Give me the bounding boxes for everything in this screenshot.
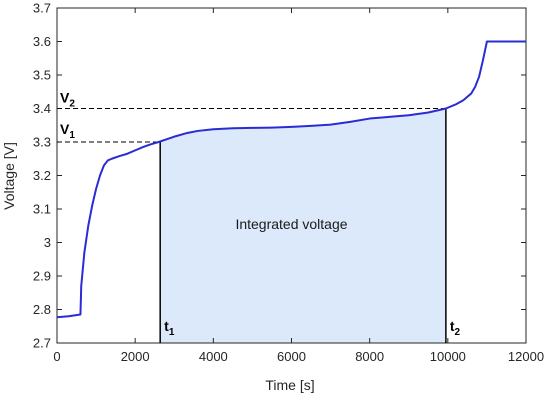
t2-label: t2: [450, 318, 461, 338]
y-tick-label: 3.7: [33, 1, 51, 16]
x-axis-title: Time [s]: [265, 377, 314, 393]
y-tick-label: 3.1: [33, 202, 51, 217]
y-tick-label: 2.7: [33, 336, 51, 351]
voltage-series-line: [56, 40, 526, 319]
y-tick-label: 3.5: [33, 68, 51, 83]
y-tick-label: 2.8: [33, 302, 51, 317]
integrated-region: [160, 108, 446, 343]
y-axis-title: Voltage [V]: [1, 142, 17, 210]
t1-label: t1: [164, 318, 175, 338]
x-tick-label: 8000: [355, 349, 384, 364]
integrated-voltage-label: Integrated voltage: [235, 216, 347, 232]
x-tick-label: 12000: [508, 349, 544, 364]
x-tick-label: 4000: [199, 349, 228, 364]
y-tick-label: 3.2: [33, 168, 51, 183]
x-tick-label: 0: [53, 349, 60, 364]
y-tick-label: 2.9: [33, 269, 51, 284]
v2-label: V2: [60, 90, 75, 110]
x-tick-label: 6000: [277, 349, 306, 364]
y-tick-label: 3.6: [33, 34, 51, 49]
x-tick-label: 10000: [430, 349, 466, 364]
x-tick-label: 2000: [121, 349, 150, 364]
v1-label: V1: [60, 121, 75, 141]
y-tick-label: 3.3: [33, 135, 51, 150]
y-tick-label: 3.4: [33, 101, 51, 116]
y-tick-label: 3: [44, 235, 51, 250]
